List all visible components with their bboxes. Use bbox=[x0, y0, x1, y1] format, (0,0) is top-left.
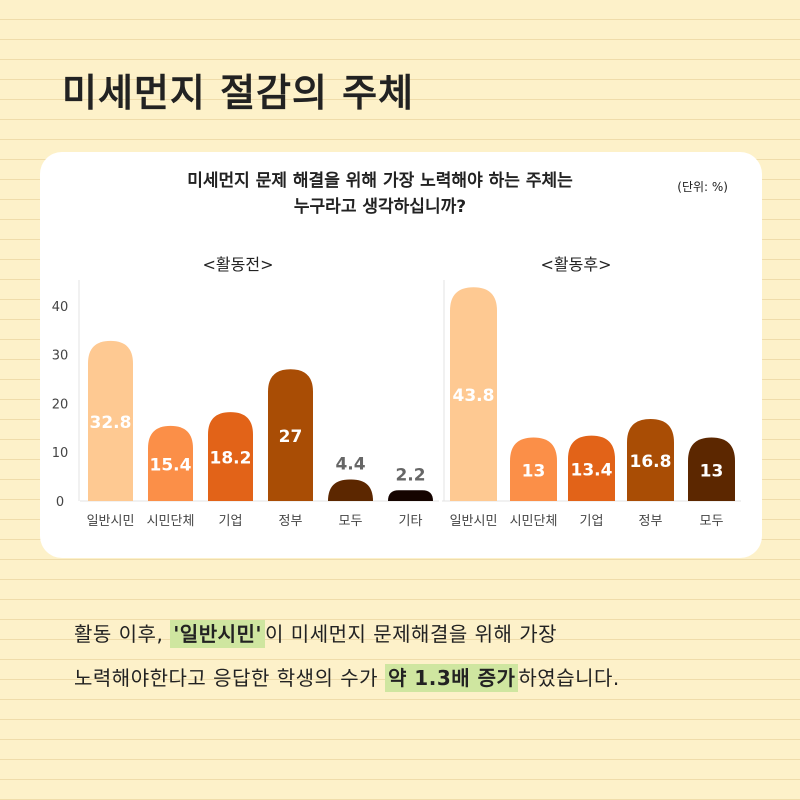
bar-0-0 bbox=[88, 340, 133, 501]
bar-0-5 bbox=[388, 490, 433, 501]
bar-0-3 bbox=[268, 369, 313, 501]
value-label-1-3: 16.8 bbox=[630, 452, 672, 472]
value-label-1-4: 13 bbox=[700, 461, 724, 481]
category-label-0-2: 기업 bbox=[219, 514, 243, 529]
category-label-0-4: 모두 bbox=[339, 514, 363, 529]
category-label-0-3: 정부 bbox=[279, 514, 303, 529]
value-label-1-2: 13.4 bbox=[571, 460, 613, 480]
category-label-1-2: 기업 bbox=[580, 514, 604, 529]
bar-0-2 bbox=[208, 412, 253, 501]
category-label-1-1: 시민단체 bbox=[510, 514, 558, 529]
value-label-0-4: 4.4 bbox=[335, 455, 365, 475]
bar-1-0 bbox=[450, 287, 497, 501]
highlight-citizens: '일반시민' bbox=[170, 620, 266, 648]
highlight-increase: 약 1.3배 증가 bbox=[384, 664, 519, 692]
bar-0-4 bbox=[328, 479, 373, 501]
bar-1-3 bbox=[627, 419, 674, 501]
bar-0-1 bbox=[148, 425, 193, 501]
y-tick-label: 20 bbox=[52, 397, 69, 412]
y-tick-label: 0 bbox=[56, 495, 64, 510]
value-label-1-0: 43.8 bbox=[453, 386, 495, 406]
bar-1-4 bbox=[688, 437, 735, 501]
chart-card: 미세먼지 문제 해결을 위해 가장 노력해야 하는 주체는 누구라고 생각하십니… bbox=[40, 152, 762, 558]
category-label-0-0: 일반시민 bbox=[87, 514, 135, 529]
conclusion-l2-post: 하였습니다. bbox=[518, 666, 620, 690]
value-label-1-1: 13 bbox=[522, 461, 546, 481]
y-tick-label: 40 bbox=[52, 300, 69, 315]
value-label-0-3: 27 bbox=[279, 427, 303, 447]
conclusion-l2-pre: 노력해야한다고 응답한 학생의 수가 bbox=[74, 666, 385, 690]
bar-charts: <활동전> 0 10 20 30 40 32.8 일반시민 15.4 시민단체 18.2 기업 27 정부… bbox=[52, 255, 741, 529]
category-label-1-4: 모두 bbox=[700, 514, 724, 529]
y-tick-label: 10 bbox=[52, 446, 69, 461]
question-line-2: 누구라고 생각하십니까? bbox=[293, 197, 467, 217]
category-label-0-1: 시민단체 bbox=[147, 514, 195, 529]
panel-title-1: <활동후> bbox=[541, 255, 612, 274]
y-tick-label: 30 bbox=[52, 349, 69, 364]
unit-label: (단위: %) bbox=[677, 180, 728, 194]
page-title: 미세먼지 절감의 주체 bbox=[62, 71, 415, 115]
value-label-0-2: 18.2 bbox=[210, 449, 252, 469]
conclusion-line-1: 활동 이후, '일반시민' 이 미세먼지 문제해결을 위해 가장 bbox=[74, 610, 774, 658]
conclusion-line-2: 노력해야한다고 응답한 학생의 수가 약 1.3배 증가 하였습니다. bbox=[74, 654, 774, 702]
value-label-0-5: 2.2 bbox=[395, 465, 425, 485]
category-label-1-0: 일반시민 bbox=[450, 514, 498, 529]
value-label-0-0: 32.8 bbox=[90, 413, 132, 433]
panel-title-0: <활동전> bbox=[203, 255, 274, 274]
conclusion-l1-post: 이 미세먼지 문제해결을 위해 가장 bbox=[265, 622, 558, 646]
bar-1-1 bbox=[510, 437, 557, 501]
question-line-1: 미세먼지 문제 해결을 위해 가장 노력해야 하는 주체는 bbox=[187, 171, 573, 191]
bar-1-2 bbox=[568, 435, 615, 501]
category-label-0-5: 기타 bbox=[399, 514, 423, 529]
category-label-1-3: 정부 bbox=[639, 514, 663, 529]
value-label-0-1: 15.4 bbox=[150, 455, 192, 475]
conclusion-l1-pre: 활동 이후, bbox=[74, 622, 171, 646]
chart-question: 미세먼지 문제 해결을 위해 가장 노력해야 하는 주체는 누구라고 생각하십니… bbox=[100, 168, 660, 220]
